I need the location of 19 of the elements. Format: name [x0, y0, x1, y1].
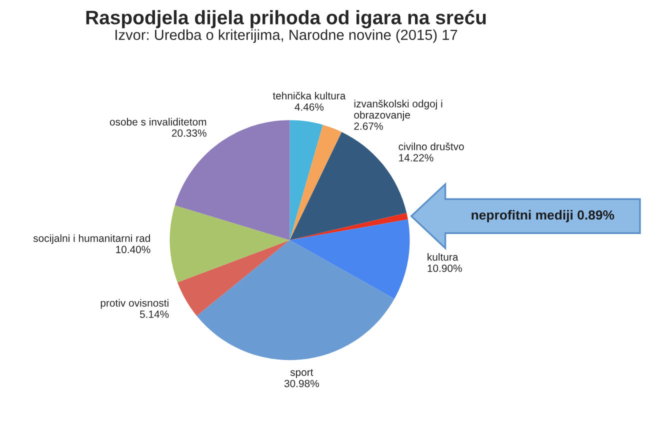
- data-label: 14.22%: [399, 154, 434, 162]
- data-label: 20.33%: [172, 129, 206, 137]
- data-label: 10.40%: [116, 246, 150, 254]
- slice-label: osobe s invaliditetom: [110, 118, 206, 126]
- data-label: 5.14%: [140, 310, 169, 318]
- slice-label: protiv ovisnosti: [100, 299, 168, 309]
- data-label: 30.98%: [284, 380, 319, 388]
- chart-title: Raspodjela dijela prihoda od igara na sreću: [86, 10, 486, 28]
- slice-label: tehnička kultura: [272, 92, 346, 100]
- slice-label: sport: [290, 369, 314, 378]
- data-label: 2.67%: [354, 122, 383, 130]
- data-label: 4.46%: [294, 103, 324, 111]
- slice-label: socijalni i humanitarni rad: [33, 234, 150, 244]
- text: neprofitni mediji 0.89%: [472, 210, 614, 222]
- data-label: 10.90%: [428, 264, 462, 272]
- slice-label: kultura: [428, 253, 458, 261]
- slice-label: izvanškolski odgoj i obrazovanje: [354, 100, 442, 121]
- slice-label: civilno društvo: [398, 142, 464, 150]
- chart-subtitle: Izvor: Uredba o kriterijima, Narodne novine (2015) 17: [116, 29, 458, 43]
